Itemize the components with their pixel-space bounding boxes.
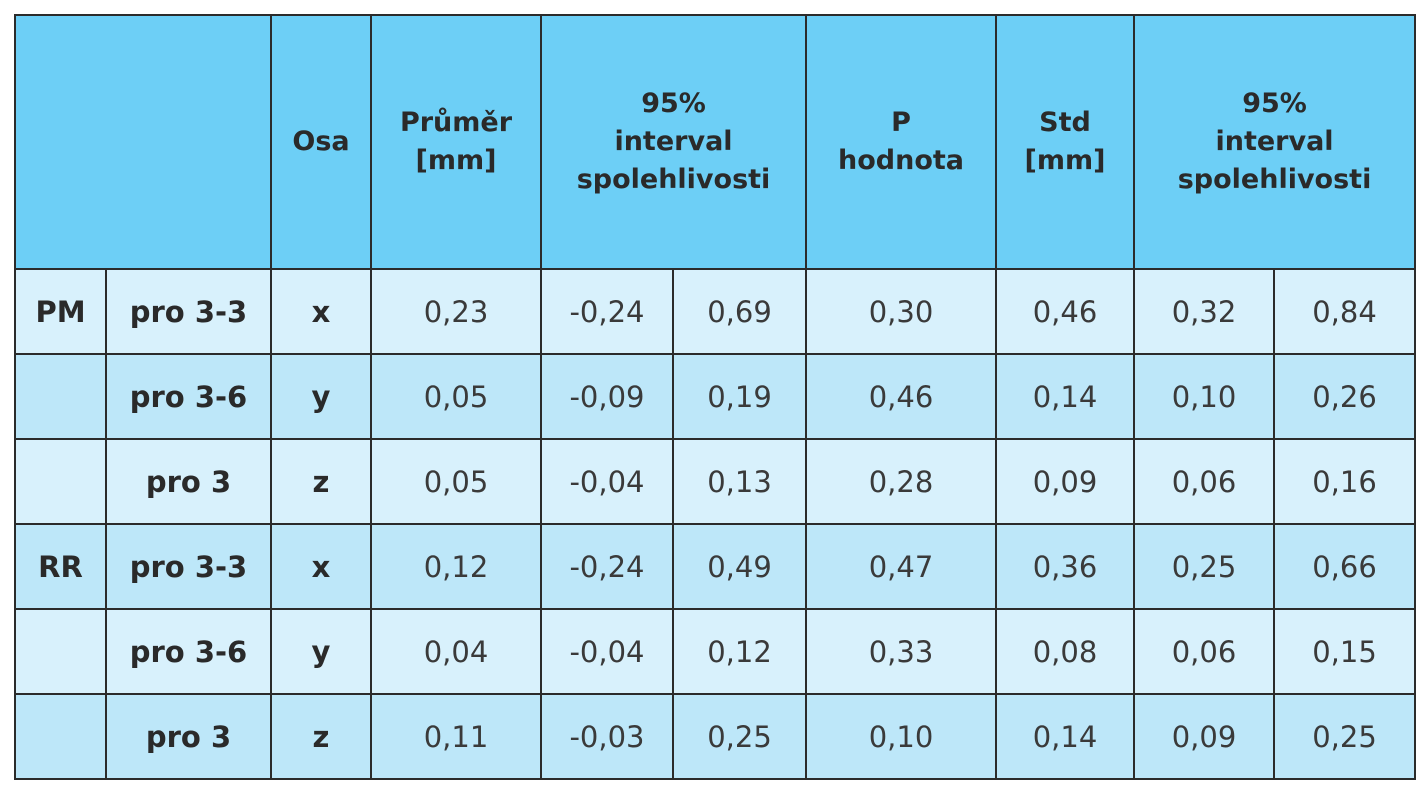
header-line: 95% [641,88,706,119]
header-line: [mm] [1024,145,1106,176]
value-cell: 0,15 [1273,608,1417,695]
value-cell: 0,26 [1273,353,1417,440]
value-cell: 0,33 [805,608,998,695]
group-cell [14,353,107,440]
value-cell: -0,24 [540,523,674,610]
value-cell: 0,36 [995,523,1136,610]
value-cell: -0,03 [540,693,674,780]
value-cell: 0,04 [370,608,542,695]
value-cell: 0,28 [805,438,998,525]
value-cell: 0,16 [1273,438,1417,525]
row-name: pro 3 [105,693,272,780]
value-cell: 0,05 [370,438,542,525]
value-cell: 0,19 [671,353,808,440]
axis-cell: y [270,353,372,440]
value-cell: 0,25 [671,693,808,780]
value-cell: 0,12 [370,523,542,610]
group-cell [14,438,107,525]
axis-cell: z [270,438,372,525]
header-line: hodnota [838,145,965,176]
value-cell: 0,47 [805,523,998,610]
value-cell: 0,13 [671,438,808,525]
value-cell: 0,66 [1273,523,1417,610]
value-cell: 0,14 [995,353,1136,440]
header-line: Průměr [399,107,513,138]
group-cell: RR [14,523,107,610]
value-cell: 0,05 [370,353,542,440]
header-line: spolehlivosti [1177,164,1372,195]
value-cell: 0,30 [805,268,998,355]
axis-cell: z [270,693,372,780]
header-line: [mm] [415,145,497,176]
value-cell: 0,25 [1273,693,1417,780]
header-cell: Std [mm] [995,14,1136,270]
data-row: RR pro 3-3 x 0,12 -0,24 0,49 0,47 0,36 0,25 0,66 [14,523,1417,610]
header-line: spolehlivosti [576,164,771,195]
data-row: PM pro 3-3 x 0,23 -0,24 0,69 0,30 0,46 0,32 0,84 [14,268,1417,355]
value-cell: -0,09 [540,353,674,440]
data-row: pro 3-6 y 0,05 -0,09 0,19 0,46 0,14 0,10 0,26 [14,353,1417,440]
row-name: pro 3-3 [105,523,272,610]
axis-cell: x [270,268,372,355]
value-cell: 0,69 [671,268,808,355]
row-name: pro 3-6 [105,353,272,440]
data-row: pro 3 z 0,11 -0,03 0,25 0,10 0,14 0,09 0,25 [14,693,1417,780]
header-line: 95% [1242,88,1307,119]
header-line: interval [1215,126,1334,157]
row-name: pro 3-3 [105,268,272,355]
value-cell: 0,23 [370,268,542,355]
row-name: pro 3 [105,438,272,525]
header-cell: 95% interval spolehlivosti [539,14,808,270]
value-cell: 0,14 [995,693,1136,780]
value-cell: -0,24 [540,268,674,355]
value-cell: 0,06 [1133,608,1276,695]
data-row: pro 3-6 y 0,04 -0,04 0,12 0,33 0,08 0,06 0,15 [14,608,1417,695]
value-cell: 0,84 [1273,268,1417,355]
header-line: Std [1039,107,1091,138]
value-cell: 0,06 [1133,438,1276,525]
value-cell: 0,08 [995,608,1136,695]
value-cell: -0,04 [540,608,674,695]
header-cell: Osa [270,14,372,270]
data-row: pro 3 z 0,05 -0,04 0,13 0,28 0,09 0,06 0,16 [14,438,1417,525]
group-cell [14,608,107,695]
value-cell: 0,46 [805,353,998,440]
value-cell: 0,25 [1133,523,1276,610]
header-line: interval [614,126,733,157]
value-cell: 0,09 [995,438,1136,525]
value-cell: 0,46 [995,268,1136,355]
value-cell: -0,04 [540,438,674,525]
value-cell: 0,09 [1133,693,1276,780]
value-cell: 0,32 [1133,268,1276,355]
value-cell: 0,49 [671,523,808,610]
axis-cell: x [270,523,372,610]
axis-cell: y [270,608,372,695]
group-cell: PM [14,268,107,355]
value-cell: 0,11 [370,693,542,780]
header-blank [14,14,272,270]
value-cell: 0,10 [805,693,998,780]
value-cell: 0,10 [1133,353,1276,440]
row-name: pro 3-6 [105,608,272,695]
header-line: Osa [292,126,350,157]
header-line: P [891,107,911,138]
value-cell: 0,12 [671,608,808,695]
group-cell [14,693,107,780]
header-cell: 95% interval spolehlivosti [1133,14,1417,270]
header-cell: Průměr [mm] [370,14,542,270]
